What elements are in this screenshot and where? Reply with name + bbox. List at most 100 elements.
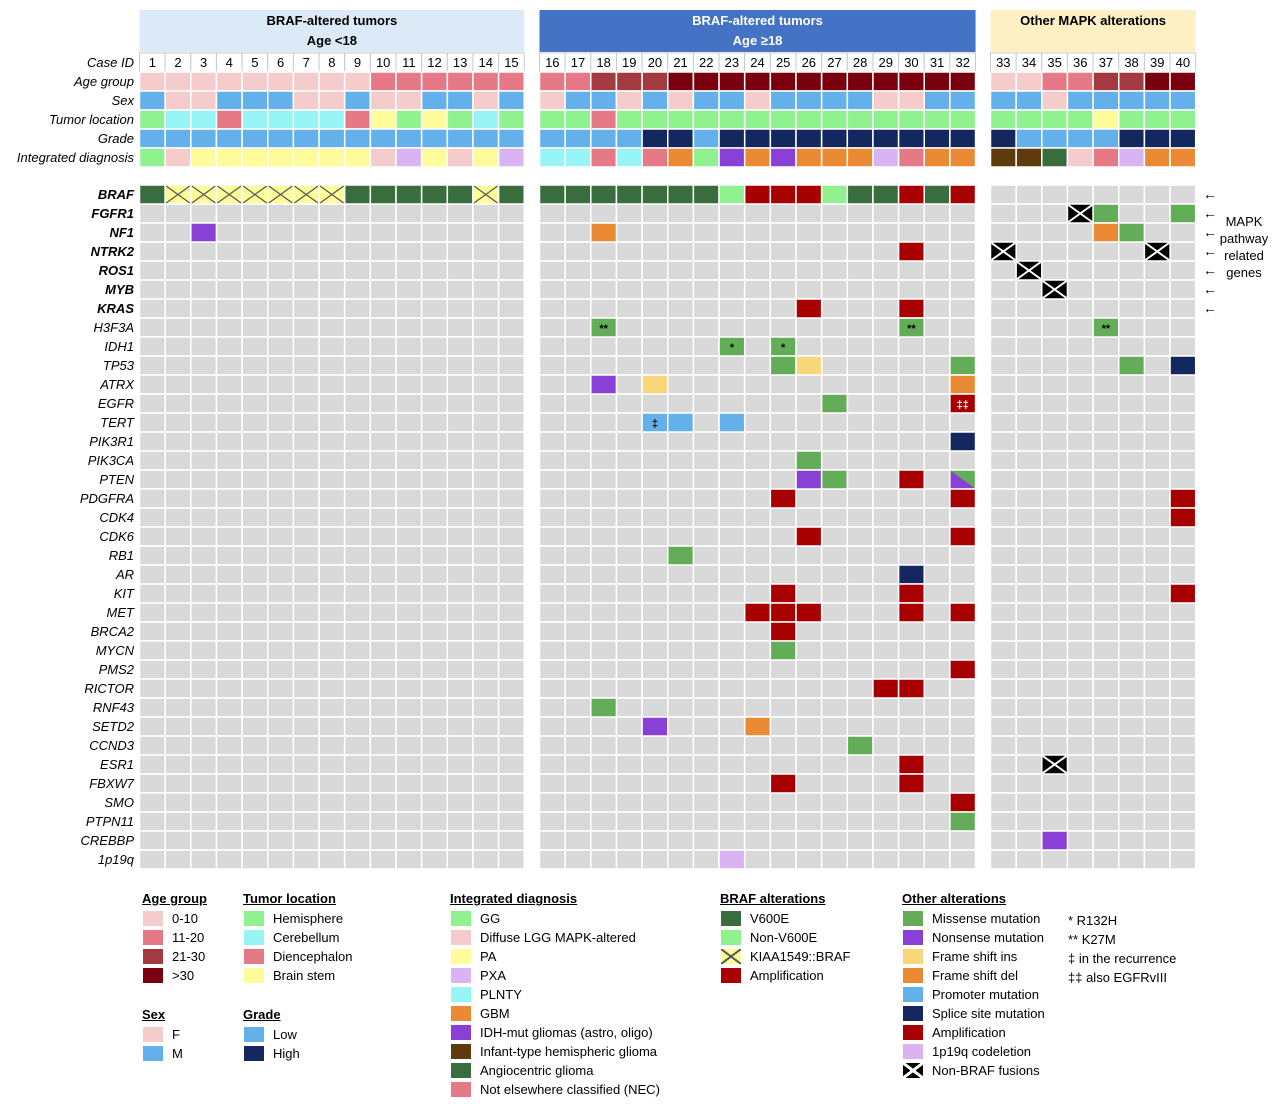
gene-label: TP53 [103,358,135,373]
clinical-cell-grade [615,128,643,149]
case-id-label: 1 [149,55,156,70]
gene-cell-empty [590,336,618,357]
gene-cell-empty [164,545,192,566]
legend-label: Angiocentric glioma [480,1063,594,1078]
gene-cell-empty [590,203,618,224]
gene-cell-empty [1092,697,1120,718]
braf-cell [897,184,925,205]
gene-cell-empty [538,811,566,832]
gene-cell-empty [872,393,900,414]
gene-cell-empty [989,564,1017,585]
gene-cell-empty [343,849,372,870]
case-id-label: 29 [879,55,893,70]
clinical-cell-diagnosis [446,147,474,168]
clinical-cell-location [267,109,295,130]
gene-cell-empty [1041,678,1069,699]
braf-cell [538,184,566,205]
case-id-label: 4 [226,55,233,70]
gene-cell-empty [1041,355,1069,376]
note-recurrence: ‡ in the recurrence [1068,951,1177,966]
gene-cell-empty [138,488,166,509]
gene-cell-empty [215,336,243,357]
gene-cell-empty [369,564,397,585]
legend-integrated-diagnosis: Integrated diagnosis GG Diffuse LGG MAPK… [450,891,660,1099]
gene-cell-empty [420,298,449,319]
gene-cell-empty [420,811,449,832]
gene-cell-empty [949,545,977,566]
gene-cell-empty [538,450,566,471]
gene-cell-empty [538,697,566,718]
alteration-mark: ‡‡ [957,399,969,411]
clinical-cell-diagnosis [692,147,720,168]
legend-swatch [720,929,742,946]
gene-cell-empty [1092,355,1120,376]
gene-cell-empty [795,621,823,642]
gene-cell-empty [1066,564,1094,585]
gene-cell-empty [846,602,874,623]
gene-cell-empty [667,811,695,832]
gene-cell-empty [1066,678,1094,699]
gene-cell-empty [1041,184,1069,205]
alteration-cell [1169,488,1197,509]
gene-cell-empty [846,317,874,338]
gene-cell-empty [241,811,269,832]
gene-cell-empty [241,317,269,338]
gene-label: ATRX [99,377,135,392]
gene-cell-empty [667,602,695,623]
gene-cell-empty [641,241,669,262]
legend-swatch [450,1043,472,1060]
gene-cell-empty [795,412,823,433]
braf-cell-kiaa1549-line [473,185,498,204]
clinical-cell-sex [872,90,900,111]
note-egfrviii: ‡‡ also EGFRvIII [1068,970,1167,985]
gene-cell-empty [292,203,320,224]
case-id-label: 14 [479,55,493,70]
gene-cell-empty [497,583,526,604]
clinical-cell-age [820,71,849,92]
gene-cell-empty [743,583,772,604]
gene-cell-empty [215,203,243,224]
gene-cell-empty [1169,564,1197,585]
gene-cell-empty [923,583,951,604]
legend-swatch [243,1045,265,1062]
gene-cell-empty [1143,697,1171,718]
braf-cell [564,184,592,205]
clinical-cell-age [395,71,423,92]
gene-label: SMO [104,795,134,810]
gene-cell-empty [369,583,397,604]
clinical-cell-location [241,109,269,130]
gene-cell-empty [267,640,295,661]
case-id-label: 20 [648,55,662,70]
gene-cell-empty [369,697,397,718]
gene-cell-empty [472,450,500,471]
gene-cell-empty [395,545,423,566]
gene-cell-empty [949,621,977,642]
gene-cell-empty [667,507,695,528]
gene-cell-empty [472,640,500,661]
gene-cell-empty [190,355,218,376]
gene-cell-empty [472,697,500,718]
legend-item: Missense mutation [902,909,1045,928]
clinical-cell-sex [343,90,372,111]
gene-cell-empty [292,792,320,813]
gene-cell-empty [872,564,900,585]
gene-cell-empty [318,602,346,623]
gene-cell-empty [641,469,669,490]
gene-cell-empty [590,488,618,509]
gene-cell-empty [1041,792,1069,813]
gene-cell-empty [395,811,423,832]
gene-cell-empty [846,697,874,718]
gene-cell-empty [718,564,746,585]
gene-cell-empty [564,260,592,281]
gene-cell-empty [369,811,397,832]
gene-cell-empty [1015,564,1043,585]
clinical-cell-sex [692,90,720,111]
gene-label: PTPN11 [86,814,134,829]
gene-cell-empty [497,754,526,775]
clinical-cell-sex [538,90,566,111]
gene-label: FGFR1 [91,206,134,221]
legend-grade-title: Grade [243,1007,281,1022]
gene-cell-empty [564,678,592,699]
gene-cell-empty [769,393,797,414]
gene-cell-empty [164,241,192,262]
